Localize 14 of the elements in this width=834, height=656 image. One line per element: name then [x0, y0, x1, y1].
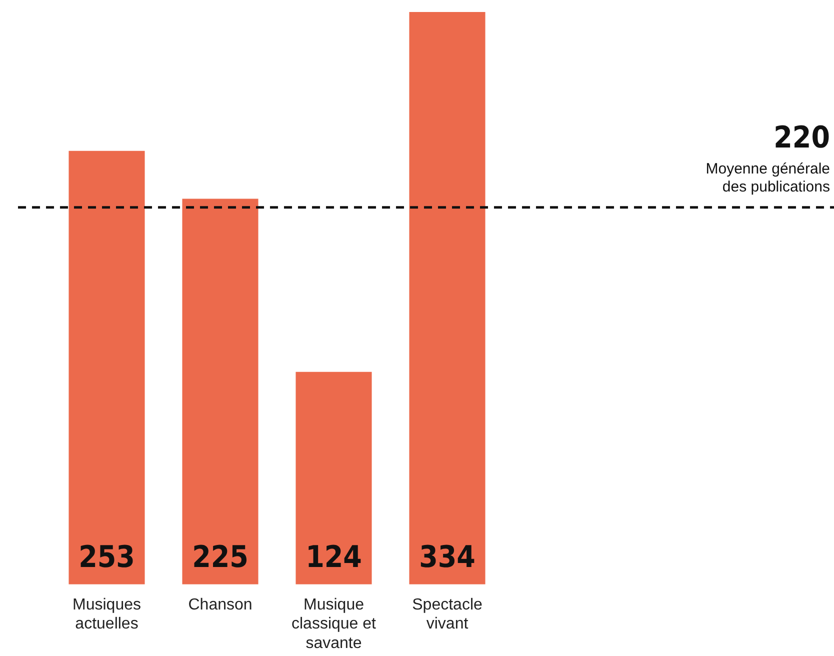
ref-line-label: Moyenne générale des publications — [706, 160, 830, 196]
data-label: 253 — [78, 540, 135, 576]
x-tick-label: Chanson — [188, 596, 252, 614]
x-tick-label: Musiques actuelles — [72, 596, 141, 633]
data-label: 225 — [192, 540, 248, 576]
data-label: 334 — [419, 540, 476, 576]
x-tick-label: Musique classique et savante — [292, 596, 377, 652]
data-label: 124 — [306, 540, 362, 576]
x-tick-label: Spectacle vivant — [412, 596, 482, 633]
bar — [296, 372, 372, 584]
bar — [409, 12, 486, 584]
annotation: 220 — [774, 120, 830, 156]
bar — [182, 198, 258, 584]
bar — [68, 150, 145, 584]
